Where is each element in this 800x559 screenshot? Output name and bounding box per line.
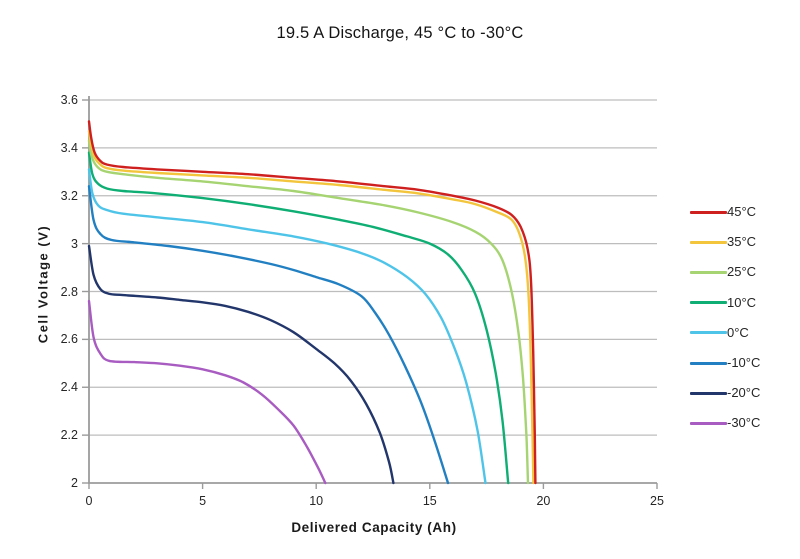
legend-label: -20°C	[727, 385, 761, 401]
series-line-0c	[87, 168, 487, 485]
series-line--10c	[87, 185, 450, 485]
y-tick-label: 2.8	[60, 284, 78, 299]
chart-title: 19.5 A Discharge, 45 °C to -30°C	[276, 24, 524, 42]
legend-label: 25°C	[727, 264, 757, 280]
x-tick-label: 0	[85, 494, 93, 508]
legend-item--30c: -30°C	[690, 414, 760, 432]
y-tick-label: 2.4	[60, 380, 78, 395]
series-line-10c	[87, 151, 510, 485]
legend-item--20c: -20°C	[690, 384, 760, 402]
legend-item-45c: 45°C	[690, 203, 756, 221]
legend-swatch	[690, 331, 727, 335]
legend-item-0c: 0°C	[690, 324, 749, 342]
legend-item-25c: 25°C	[690, 263, 756, 281]
x-axis-title: Delivered Capacity (Ah)	[291, 520, 457, 535]
y-tick-label: 3.6	[60, 93, 78, 107]
x-tick-label: 20	[536, 494, 551, 508]
x-tick-label: 5	[199, 494, 207, 508]
legend-swatch	[690, 210, 727, 214]
series-line--20c	[87, 244, 395, 485]
legend-swatch	[690, 421, 727, 425]
series-line-25c	[87, 139, 530, 485]
legend-swatch	[690, 301, 727, 305]
series-line-45c	[87, 120, 537, 485]
legend-label: 35°C	[727, 234, 757, 250]
x-tick-label: 25	[650, 494, 664, 508]
legend-label: -10°C	[727, 355, 761, 370]
x-tick-label: 15	[422, 494, 437, 508]
legend-item--10c: -10°C	[690, 354, 760, 372]
legend-swatch	[690, 240, 727, 244]
legend-item-35c: 35°C	[690, 233, 756, 251]
legend-item-10c: 10°C	[690, 294, 756, 312]
legend-label: -30°C	[727, 415, 761, 431]
y-tick-label: 2.2	[60, 428, 78, 443]
series-line--30c	[87, 299, 327, 485]
legend-swatch	[690, 361, 727, 365]
y-tick-label: 3.4	[60, 140, 78, 155]
y-tick-label: 2	[71, 476, 78, 490]
series-line-35c	[87, 129, 535, 485]
y-tick-label: 2.6	[60, 332, 78, 347]
legend-label: 0°C	[727, 324, 749, 340]
x-tick-label: 10	[309, 494, 324, 508]
legend-label: 45°C	[727, 204, 757, 219]
legend-label: 10°C	[727, 294, 757, 310]
y-tick-label: 3	[71, 236, 78, 251]
legend-swatch	[690, 391, 727, 395]
y-tick-label: 3.2	[60, 188, 78, 203]
legend-swatch	[690, 270, 727, 274]
